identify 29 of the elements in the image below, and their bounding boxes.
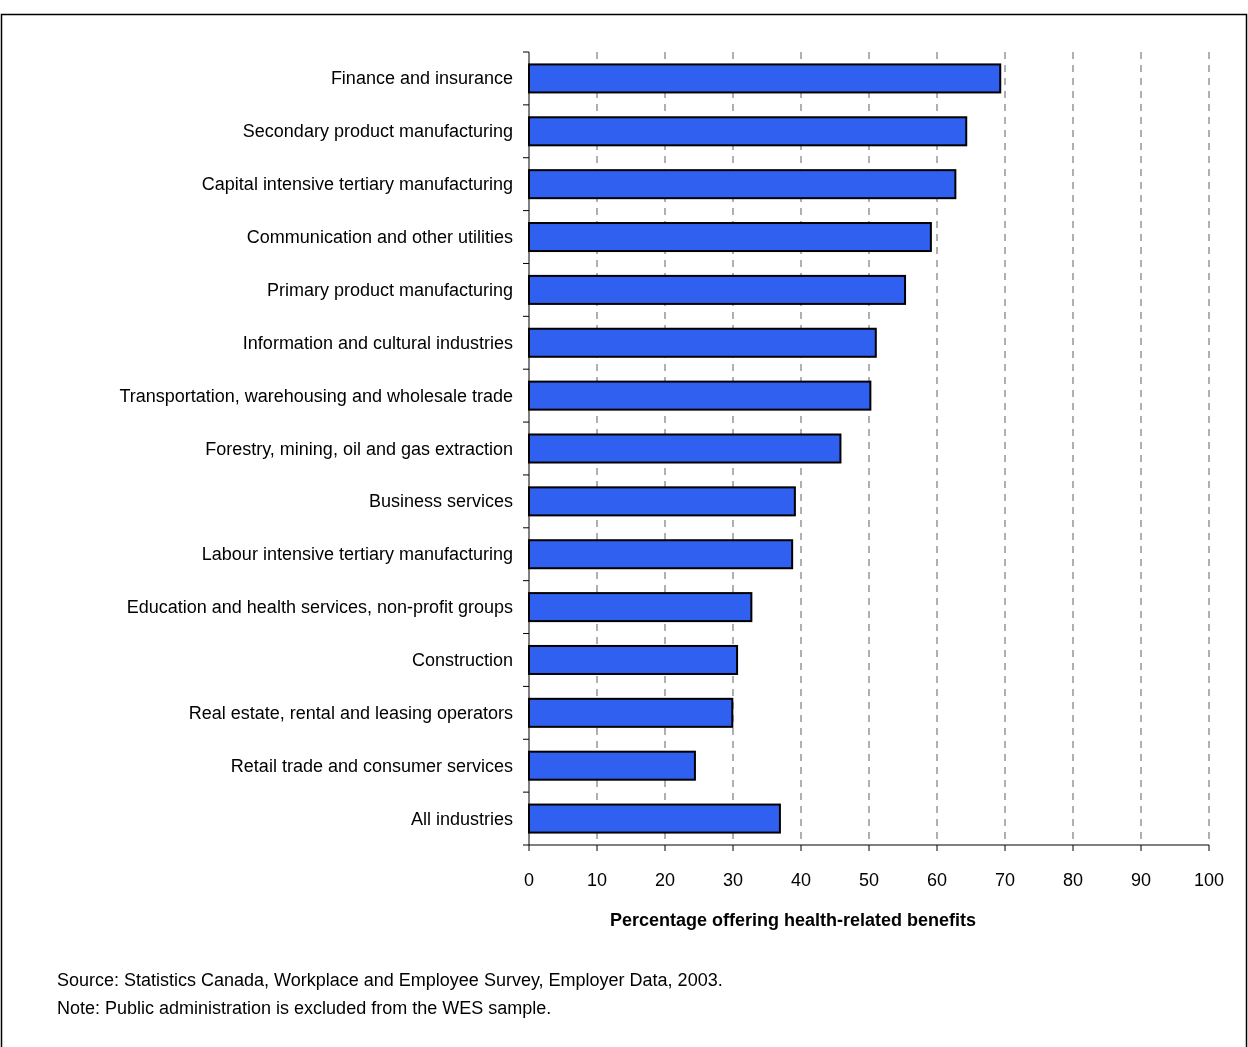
x-tick-label: 90 xyxy=(1130,870,1152,890)
x-tick-label: 40 xyxy=(790,870,812,890)
y-tick-label: Real estate, rental and leasing operators xyxy=(188,702,513,723)
y-tick-label: Secondary product manufacturing xyxy=(242,121,513,142)
x-tick-label: 60 xyxy=(926,870,948,890)
x-tick-label: 30 xyxy=(722,870,744,890)
y-tick-label: Capital intensive tertiary manufacturing xyxy=(201,174,513,195)
source-note: Source: Statistics Canada, Workplace and Employee Survey, Employer Data, 2003. xyxy=(57,970,723,990)
x-tick-label: 80 xyxy=(1062,870,1084,890)
y-tick-label: Transportation, warehousing and wholesale trade xyxy=(119,385,513,406)
y-tick-label: Business services xyxy=(368,491,513,512)
x-axis-title: Percentage offering health-related benefits xyxy=(609,910,977,930)
y-tick-label: Construction xyxy=(411,649,513,670)
y-tick-label: Education and health services, non-profit groups xyxy=(126,597,513,618)
y-tick-label: Forestry, mining, oil and gas extraction xyxy=(205,438,513,459)
x-tick-label: 50 xyxy=(858,870,880,890)
x-tick-label: 70 xyxy=(994,870,1016,890)
x-tick-label: 0 xyxy=(523,870,535,890)
y-tick-label: Primary product manufacturing xyxy=(266,279,513,300)
y-tick-label: All industries xyxy=(410,808,513,829)
y-tick-label: Labour intensive tertiary manufacturing xyxy=(201,544,513,565)
y-tick-label: Finance and insurance xyxy=(330,68,513,89)
y-tick-label: Communication and other utilities xyxy=(246,227,513,248)
y-tick-label: Information and cultural industries xyxy=(242,332,513,353)
x-tick-label: 100 xyxy=(1193,870,1225,890)
x-tick-label: 10 xyxy=(586,870,608,890)
x-tick-label: 20 xyxy=(654,870,676,890)
text: Note: Public administration is excluded from the WES sample. xyxy=(57,998,552,1018)
y-tick-label: Retail trade and consumer services xyxy=(230,755,513,776)
